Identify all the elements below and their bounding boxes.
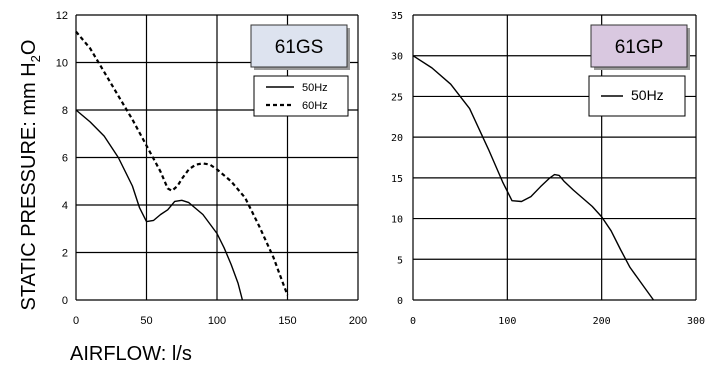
y-tick-label: 25 xyxy=(391,92,403,103)
x-tick-label: 200 xyxy=(593,316,611,327)
legend-label: 60Hz xyxy=(302,100,328,112)
y-tick-label: 30 xyxy=(391,52,403,63)
chart-title: 61GS xyxy=(275,37,324,58)
legend-box xyxy=(253,75,349,117)
x-tick-label: 100 xyxy=(208,315,226,327)
y-tick-label: 6 xyxy=(62,153,68,165)
series-line-50hz-solid xyxy=(75,109,244,301)
x-tick-label: 200 xyxy=(349,315,367,327)
x-tick-label: 50 xyxy=(140,315,152,327)
y-tick-label: 0 xyxy=(62,295,68,307)
y-tick-label: 15 xyxy=(391,174,403,185)
series-line-60hz-dashed xyxy=(75,30,289,296)
y-axis-label-main: STATIC PRESSURE: mm H xyxy=(18,62,40,310)
y-tick-label: 5 xyxy=(397,255,403,266)
y-tick-label: 0 xyxy=(397,296,403,307)
chart-61gp: 0 100 200 300 0 5 10 15 20 25 30 35 61GP 50Hz xyxy=(391,11,705,327)
y-tick-label: 10 xyxy=(56,58,68,70)
y-tick-label: 10 xyxy=(391,215,403,226)
x-tick-label: 0 xyxy=(73,315,79,327)
x-axis-label: AIRFLOW: l/s xyxy=(70,343,192,365)
y-axis-label-tail: O xyxy=(18,40,40,56)
y-tick-label: 12 xyxy=(56,10,68,22)
x-tick-label: 0 xyxy=(410,316,416,327)
title-box xyxy=(590,24,688,68)
y-tick-label: 35 xyxy=(391,11,403,22)
y-axis-label-subscript: 2 xyxy=(28,55,43,62)
title-box xyxy=(250,24,348,68)
x-tick-label: 300 xyxy=(687,316,705,327)
series-line-50hz-solid xyxy=(412,55,655,301)
y-tick-label: 4 xyxy=(62,200,68,212)
y-axis-label: STATIC PRESSURE: mm H2O xyxy=(18,40,43,311)
chart-61gs: 0 50 100 150 200 0 2 4 6 8 10 12 61GS 50Hz 60Hz xyxy=(56,10,367,327)
x-tick-label: 100 xyxy=(498,316,516,327)
y-tick-label: 8 xyxy=(62,105,68,117)
legend-label: 50Hz xyxy=(631,87,664,103)
chart-title: 61GP xyxy=(615,37,664,58)
y-tick-label: 2 xyxy=(62,248,68,260)
y-tick-label: 20 xyxy=(391,133,403,144)
x-tick-label: 150 xyxy=(278,315,296,327)
legend-label: 50Hz xyxy=(302,82,328,94)
